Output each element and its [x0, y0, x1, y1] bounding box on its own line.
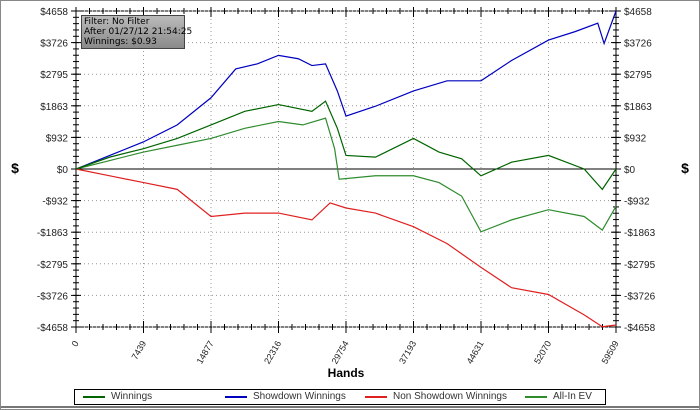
x-axis-label: Hands [328, 366, 365, 380]
y-axis-label-left: $ [11, 160, 19, 176]
legend: Winnings Showdown Winnings Non Showdown Wi… [74, 389, 606, 405]
y-axis-label-right: $ [681, 160, 689, 176]
line-chart: $4658 $4658 $3726 $3726 $2795 $2795 $1863 $1863… [11, 7, 689, 380]
x-tick-label: 14877 [195, 339, 216, 366]
x-tick-label: 29754 [330, 339, 351, 366]
y-tick-label-right: $2795 [624, 70, 652, 81]
y-tick-label-left: $1863 [40, 102, 68, 113]
y-tick-label-right: $0 [624, 165, 636, 176]
x-tick-label: 44631 [465, 339, 486, 366]
series-line-winnings [75, 100, 617, 191]
y-tick-label-right: -$4658 [624, 323, 656, 334]
legend-swatch [83, 395, 105, 398]
y-tick-label-right: -$2795 [624, 260, 656, 271]
y-tick-label-left: -$3726 [37, 291, 69, 302]
legend-item: Non Showdown Winnings [365, 391, 507, 402]
series-line-non-showdown-winnings [75, 168, 617, 328]
tooltip-date: After 01/27/12 21:54:25 [84, 27, 193, 37]
y-tick-label-left: -$4658 [37, 323, 69, 334]
y-tick-label-right: -$932 [624, 197, 650, 208]
legend-swatch [365, 395, 387, 398]
y-tick-label-right: $4658 [624, 7, 652, 18]
legend-item: Showdown Winnings [225, 391, 346, 402]
y-tick-label-left: -$932 [42, 197, 68, 208]
y-tick-label-right: $1863 [624, 102, 652, 113]
series-line-all-in-ev [75, 117, 617, 233]
tooltip-winnings: Winnings: $0.93 [84, 37, 157, 47]
x-tick-label: 59509 [600, 339, 621, 366]
legend-item: Winnings [83, 391, 152, 402]
legend-label: All-In EV [553, 391, 592, 402]
y-tick-label-right: -$1863 [624, 228, 656, 239]
y-tick-label-right: $3726 [624, 39, 652, 50]
legend-label: Showdown Winnings [253, 391, 346, 402]
y-tick-label-left: $0 [57, 165, 69, 176]
y-tick-label-left: $4658 [40, 7, 68, 18]
divider [1, 406, 699, 408]
series-line-showdown-winnings [75, 10, 617, 170]
x-tick-label: 37193 [397, 339, 418, 366]
y-tick-label-left: $932 [46, 133, 69, 144]
legend-label: Non Showdown Winnings [393, 391, 507, 402]
legend-item: All-In EV [525, 391, 592, 402]
x-tick-label: 0 [70, 339, 81, 348]
y-tick-label-left: $3726 [40, 39, 68, 50]
x-tick-label: 7439 [130, 339, 149, 361]
legend-swatch [525, 395, 547, 398]
tooltip-filter: Filter: No Filter [84, 17, 150, 27]
filter-tooltip: Filter: No Filter After 01/27/12 21:54:2… [81, 15, 193, 49]
x-tick-label: 22316 [262, 339, 283, 366]
y-tick-label-left: $2795 [40, 70, 68, 81]
y-tick-label-left: -$1863 [37, 228, 69, 239]
y-tick-label-right: $932 [624, 133, 647, 144]
y-tick-label-right: -$3726 [624, 291, 656, 302]
y-tick-label-left: -$2795 [37, 260, 69, 271]
legend-label: Winnings [111, 391, 153, 402]
x-tick-label: 52070 [532, 339, 553, 366]
legend-swatch [225, 395, 247, 398]
